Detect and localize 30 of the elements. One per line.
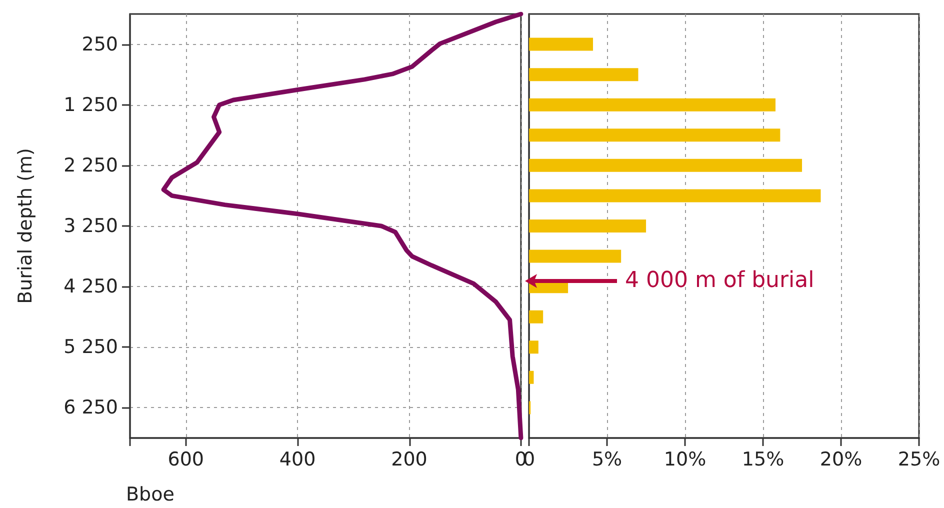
x-tick-label: 20% (820, 448, 862, 470)
bar (529, 370, 534, 384)
y-tick-label: 4 250 (64, 276, 118, 298)
bar (529, 220, 646, 232)
x-tick-label: 200 (391, 448, 428, 470)
x-tick-label: 15% (742, 448, 784, 470)
bar (529, 189, 821, 202)
y-tick-label: 2 250 (64, 154, 118, 176)
x-tick-label: 600 (168, 448, 204, 470)
y-tick-label: 6 250 (64, 396, 118, 419)
x-tick-label: 400 (279, 448, 316, 470)
bar (529, 128, 780, 142)
bar (529, 38, 593, 51)
bar (529, 68, 638, 82)
y-axis-title: Burial depth (m) (14, 148, 36, 304)
bar (529, 98, 776, 112)
x-tick-label: 5% (592, 448, 622, 470)
bar (529, 310, 544, 324)
y-tick-label: 5 250 (64, 336, 118, 358)
annotation: 4 000 m of burial (625, 267, 814, 295)
y-tick-label: 250 (82, 33, 118, 56)
line-series (161, 12, 524, 440)
y-tick-label: 3 250 (64, 215, 118, 237)
x-tick-label: 25% (898, 448, 940, 470)
y-tick-label: 1 250 (64, 94, 118, 116)
bar (529, 158, 802, 172)
bar (529, 340, 538, 354)
x-tick-label: 10% (664, 448, 706, 470)
x-axis-title: Bboe (126, 484, 174, 506)
bar (529, 250, 622, 263)
